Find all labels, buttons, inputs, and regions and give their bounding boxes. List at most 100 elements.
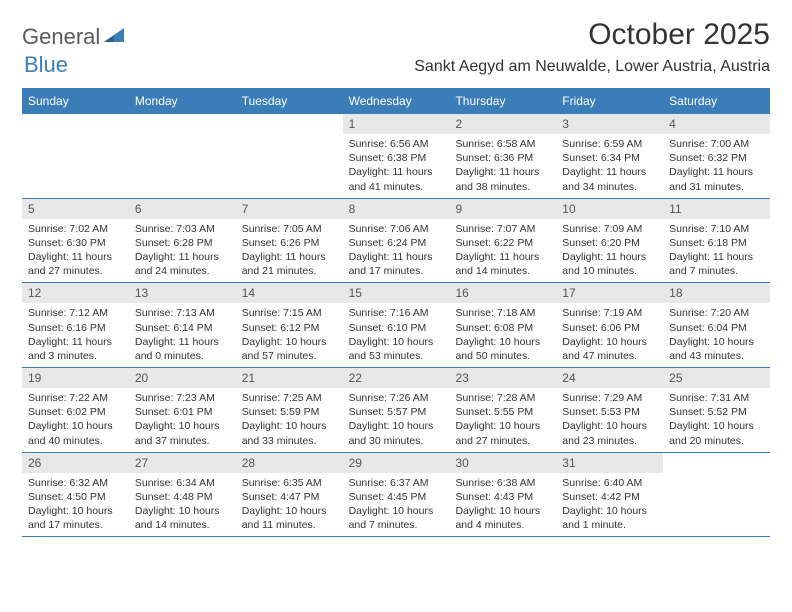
day-info: Sunrise: 7:28 AMSunset: 5:55 PMDaylight:…	[449, 388, 556, 452]
day-cell: 17Sunrise: 7:19 AMSunset: 6:06 PMDayligh…	[556, 283, 663, 367]
day-info: Sunrise: 7:02 AMSunset: 6:30 PMDaylight:…	[22, 219, 129, 283]
day-cell: 25Sunrise: 7:31 AMSunset: 5:52 PMDayligh…	[663, 368, 770, 452]
day-cell: 28Sunrise: 6:35 AMSunset: 4:47 PMDayligh…	[236, 453, 343, 537]
logo-text-2: Blue	[24, 52, 68, 77]
daylight-text: Daylight: 11 hours and 21 minutes.	[242, 250, 337, 278]
day-header-wednesday: Wednesday	[343, 88, 450, 114]
sunset-text: Sunset: 4:45 PM	[349, 490, 444, 504]
day-cell: 13Sunrise: 7:13 AMSunset: 6:14 PMDayligh…	[129, 283, 236, 367]
sunrise-text: Sunrise: 7:19 AM	[562, 306, 657, 320]
daylight-text: Daylight: 10 hours and 7 minutes.	[349, 504, 444, 532]
sunrise-text: Sunrise: 6:37 AM	[349, 476, 444, 490]
sunset-text: Sunset: 6:28 PM	[135, 236, 230, 250]
calendar-page: General October 2025 Sankt Aegyd am Neuw…	[0, 0, 792, 547]
daylight-text: Daylight: 10 hours and 47 minutes.	[562, 335, 657, 363]
day-cell: 6Sunrise: 7:03 AMSunset: 6:28 PMDaylight…	[129, 199, 236, 283]
day-cell: 27Sunrise: 6:34 AMSunset: 4:48 PMDayligh…	[129, 453, 236, 537]
day-number: 11	[663, 199, 770, 219]
sunrise-text: Sunrise: 6:35 AM	[242, 476, 337, 490]
day-cell: 30Sunrise: 6:38 AMSunset: 4:43 PMDayligh…	[449, 453, 556, 537]
week-row: 26Sunrise: 6:32 AMSunset: 4:50 PMDayligh…	[22, 453, 770, 538]
daylight-text: Daylight: 10 hours and 37 minutes.	[135, 419, 230, 447]
week-row: 1Sunrise: 6:56 AMSunset: 6:38 PMDaylight…	[22, 114, 770, 199]
sunrise-text: Sunrise: 7:07 AM	[455, 222, 550, 236]
day-info: Sunrise: 7:31 AMSunset: 5:52 PMDaylight:…	[663, 388, 770, 452]
day-number: 31	[556, 453, 663, 473]
day-cell: 5Sunrise: 7:02 AMSunset: 6:30 PMDaylight…	[22, 199, 129, 283]
sunset-text: Sunset: 6:02 PM	[28, 405, 123, 419]
day-info: Sunrise: 6:38 AMSunset: 4:43 PMDaylight:…	[449, 473, 556, 537]
day-number: 19	[22, 368, 129, 388]
day-number: 28	[236, 453, 343, 473]
sunset-text: Sunset: 5:59 PM	[242, 405, 337, 419]
day-number: 2	[449, 114, 556, 134]
day-number: 17	[556, 283, 663, 303]
day-cell: 26Sunrise: 6:32 AMSunset: 4:50 PMDayligh…	[22, 453, 129, 537]
logo-triangle-icon	[104, 26, 126, 49]
calendar-grid: SundayMondayTuesdayWednesdayThursdayFrid…	[22, 88, 770, 537]
day-number	[129, 114, 236, 134]
day-cell	[129, 114, 236, 198]
day-number: 21	[236, 368, 343, 388]
day-cell: 4Sunrise: 7:00 AMSunset: 6:32 PMDaylight…	[663, 114, 770, 198]
day-number: 27	[129, 453, 236, 473]
day-number: 18	[663, 283, 770, 303]
day-cell: 16Sunrise: 7:18 AMSunset: 6:08 PMDayligh…	[449, 283, 556, 367]
day-cell: 24Sunrise: 7:29 AMSunset: 5:53 PMDayligh…	[556, 368, 663, 452]
logo: General	[22, 24, 128, 50]
day-cell: 21Sunrise: 7:25 AMSunset: 5:59 PMDayligh…	[236, 368, 343, 452]
sunset-text: Sunset: 6:16 PM	[28, 321, 123, 335]
day-number: 12	[22, 283, 129, 303]
daylight-text: Daylight: 11 hours and 27 minutes.	[28, 250, 123, 278]
location-text: Sankt Aegyd am Neuwalde, Lower Austria, …	[414, 58, 770, 76]
sunset-text: Sunset: 5:52 PM	[669, 405, 764, 419]
sunrise-text: Sunrise: 6:56 AM	[349, 137, 444, 151]
sunrise-text: Sunrise: 7:13 AM	[135, 306, 230, 320]
daylight-text: Daylight: 11 hours and 38 minutes.	[455, 165, 550, 193]
day-info: Sunrise: 6:32 AMSunset: 4:50 PMDaylight:…	[22, 473, 129, 537]
daylight-text: Daylight: 10 hours and 57 minutes.	[242, 335, 337, 363]
day-number: 20	[129, 368, 236, 388]
day-info: Sunrise: 6:40 AMSunset: 4:42 PMDaylight:…	[556, 473, 663, 537]
day-number: 13	[129, 283, 236, 303]
day-number: 16	[449, 283, 556, 303]
sunset-text: Sunset: 6:26 PM	[242, 236, 337, 250]
sunset-text: Sunset: 6:30 PM	[28, 236, 123, 250]
sunset-text: Sunset: 5:57 PM	[349, 405, 444, 419]
sunrise-text: Sunrise: 7:23 AM	[135, 391, 230, 405]
day-number: 23	[449, 368, 556, 388]
day-info: Sunrise: 7:26 AMSunset: 5:57 PMDaylight:…	[343, 388, 450, 452]
sunrise-text: Sunrise: 7:15 AM	[242, 306, 337, 320]
day-info: Sunrise: 7:19 AMSunset: 6:06 PMDaylight:…	[556, 303, 663, 367]
sunset-text: Sunset: 6:32 PM	[669, 151, 764, 165]
day-info: Sunrise: 7:16 AMSunset: 6:10 PMDaylight:…	[343, 303, 450, 367]
sunrise-text: Sunrise: 7:16 AM	[349, 306, 444, 320]
daylight-text: Daylight: 11 hours and 10 minutes.	[562, 250, 657, 278]
day-info: Sunrise: 7:12 AMSunset: 6:16 PMDaylight:…	[22, 303, 129, 367]
day-cell	[663, 453, 770, 537]
daylight-text: Daylight: 10 hours and 17 minutes.	[28, 504, 123, 532]
daylight-text: Daylight: 11 hours and 0 minutes.	[135, 335, 230, 363]
sunrise-text: Sunrise: 7:09 AM	[562, 222, 657, 236]
day-cell: 7Sunrise: 7:05 AMSunset: 6:26 PMDaylight…	[236, 199, 343, 283]
day-header-monday: Monday	[129, 88, 236, 114]
day-number: 30	[449, 453, 556, 473]
day-number: 25	[663, 368, 770, 388]
day-cell: 11Sunrise: 7:10 AMSunset: 6:18 PMDayligh…	[663, 199, 770, 283]
day-cell	[22, 114, 129, 198]
day-number	[236, 114, 343, 134]
day-cell: 10Sunrise: 7:09 AMSunset: 6:20 PMDayligh…	[556, 199, 663, 283]
sunset-text: Sunset: 6:18 PM	[669, 236, 764, 250]
sunrise-text: Sunrise: 7:25 AM	[242, 391, 337, 405]
day-info: Sunrise: 7:03 AMSunset: 6:28 PMDaylight:…	[129, 219, 236, 283]
day-header-friday: Friday	[556, 88, 663, 114]
day-info: Sunrise: 7:25 AMSunset: 5:59 PMDaylight:…	[236, 388, 343, 452]
sunrise-text: Sunrise: 7:29 AM	[562, 391, 657, 405]
day-info: Sunrise: 7:18 AMSunset: 6:08 PMDaylight:…	[449, 303, 556, 367]
day-info: Sunrise: 6:34 AMSunset: 4:48 PMDaylight:…	[129, 473, 236, 537]
sunrise-text: Sunrise: 7:26 AM	[349, 391, 444, 405]
sunrise-text: Sunrise: 7:22 AM	[28, 391, 123, 405]
daylight-text: Daylight: 10 hours and 50 minutes.	[455, 335, 550, 363]
sunrise-text: Sunrise: 6:59 AM	[562, 137, 657, 151]
sunset-text: Sunset: 5:55 PM	[455, 405, 550, 419]
